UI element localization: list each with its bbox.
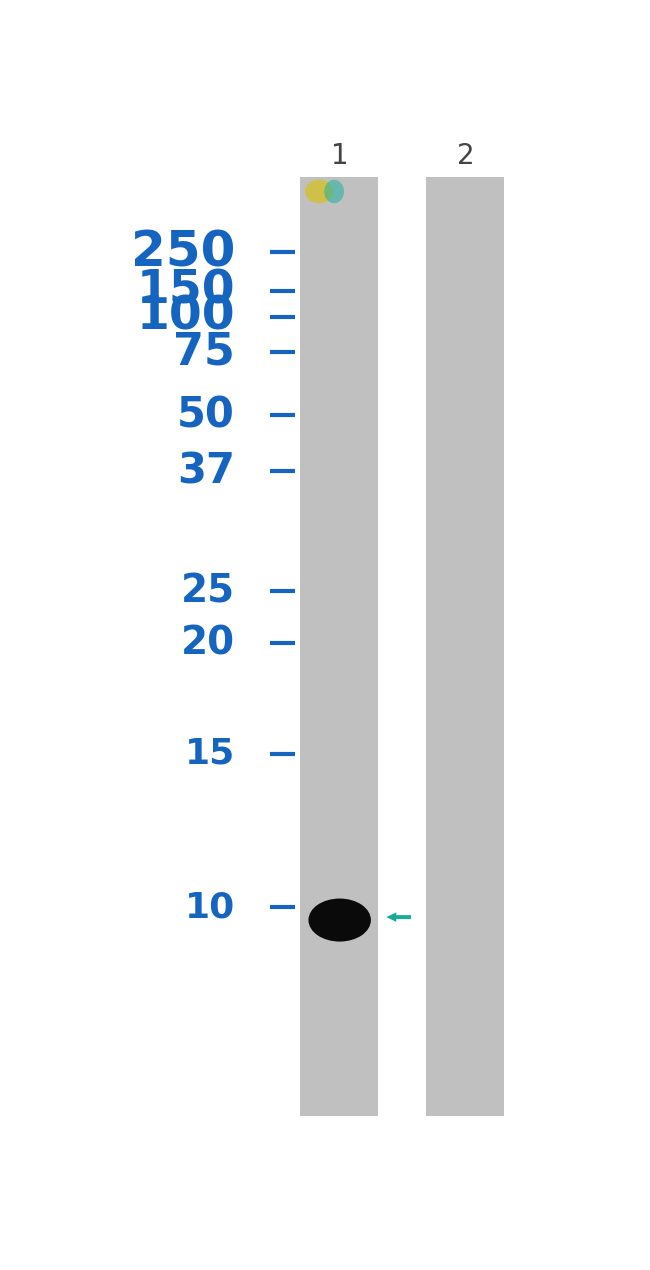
Bar (426, 177, 504, 1115)
Text: 75: 75 (173, 330, 235, 373)
Text: 50: 50 (177, 395, 235, 437)
Text: 150: 150 (136, 269, 235, 314)
Text: 1: 1 (331, 142, 348, 170)
Text: 20: 20 (181, 625, 235, 663)
Ellipse shape (309, 899, 371, 941)
Text: 2: 2 (457, 142, 474, 170)
Bar (300, 177, 378, 1115)
Ellipse shape (324, 180, 344, 203)
Ellipse shape (305, 180, 333, 203)
Text: 25: 25 (181, 573, 235, 611)
Text: 10: 10 (185, 890, 235, 925)
Text: 250: 250 (131, 229, 235, 276)
Text: 100: 100 (136, 295, 235, 339)
Text: 15: 15 (185, 737, 235, 771)
Text: 37: 37 (177, 450, 235, 493)
